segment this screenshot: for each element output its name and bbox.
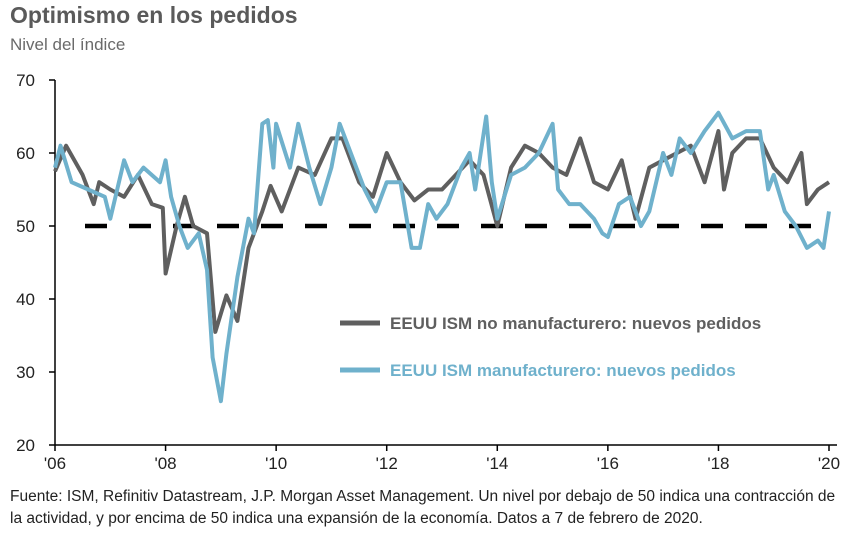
x-tick-label: '20: [818, 454, 840, 473]
chart-title: Optimismo en los pedidos: [10, 2, 298, 28]
x-tick-label: '08: [154, 454, 176, 473]
axes: 20 30 40 50 60 70 '06 '08 '10 '12 '14 '16 '18 '20: [16, 71, 840, 473]
x-tick-label: '06: [44, 454, 66, 473]
legend: EEUU ISM no manufacturero: nuevos pedido…: [340, 314, 761, 380]
x-tick-label: '12: [376, 454, 398, 473]
y-tick-label: 20: [16, 436, 35, 455]
line-chart: 20 30 40 50 60 70 '06 '08 '10 '12 '14 '16 '18 '20 EEU…: [16, 71, 840, 473]
series-line-manufacturing: [53, 110, 831, 404]
y-tick-label: 50: [16, 217, 35, 236]
y-tick-label: 60: [16, 144, 35, 163]
chart-subtitle: Nivel del índice: [10, 35, 126, 54]
x-tick-label: '14: [486, 454, 508, 473]
y-tick-label: 30: [16, 363, 35, 382]
series-line-non-manufacturing: [53, 129, 831, 334]
x-tick-label: '18: [707, 454, 729, 473]
legend-label-manufacturing: EEUU ISM manufacturero: nuevos pedidos: [390, 361, 736, 380]
x-tick-label: '10: [265, 454, 287, 473]
x-tick-label: '16: [597, 454, 619, 473]
series-lines: [53, 110, 831, 404]
y-tick-label: 70: [16, 71, 35, 90]
legend-label-non-manufacturing: EEUU ISM no manufacturero: nuevos pedido…: [390, 314, 761, 333]
source-note: Fuente: ISM, Refinitiv Datastream, J.P. …: [10, 488, 836, 527]
y-tick-label: 40: [16, 290, 35, 309]
